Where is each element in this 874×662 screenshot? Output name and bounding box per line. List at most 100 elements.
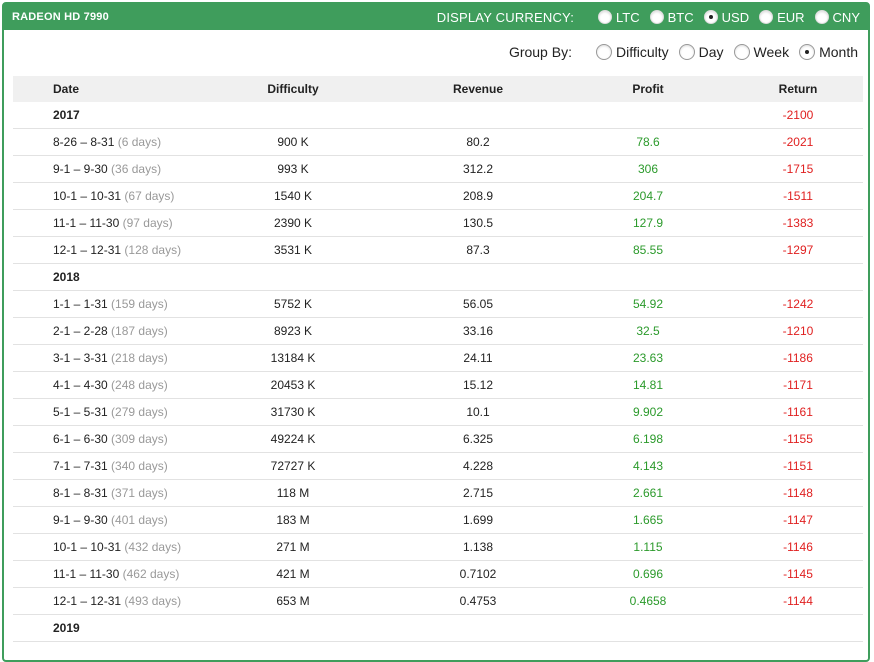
cell-return: -1144 <box>733 587 863 615</box>
radio-icon[interactable] <box>649 10 664 24</box>
table-row: 10-1 – 10-31 (67 days) 1540 K 208.9 204.7 -1… <box>13 182 863 210</box>
cell-revenue: 312.2 <box>393 155 563 183</box>
date-range: 8-26 – 8-31 <box>53 135 115 149</box>
radio-icon[interactable] <box>598 10 613 24</box>
group-by-option-difficulty[interactable]: Difficulty <box>595 44 669 60</box>
cell-profit: 1.115 <box>563 533 733 561</box>
date-range: 7-1 – 7-31 <box>53 459 108 473</box>
cell-revenue: 15.12 <box>393 371 563 399</box>
day-count: (6 days) <box>117 135 162 149</box>
date-range: 10-1 – 10-31 <box>53 189 122 203</box>
cell-profit: 54.92 <box>563 290 733 318</box>
cell-difficulty: 118 M <box>193 479 393 507</box>
date-range: 3-1 – 3-31 <box>53 351 108 365</box>
group-by-option-month[interactable]: Month <box>799 44 858 60</box>
panel-title: RADEON HD 7990 <box>12 11 109 23</box>
year-group-row: 2018 <box>13 263 863 291</box>
cell-return: -1145 <box>733 560 863 588</box>
cell-profit: 1.665 <box>563 506 733 534</box>
day-count: (279 days) <box>111 405 168 419</box>
radio-checked-icon[interactable] <box>799 44 816 60</box>
currency-option-btc[interactable]: BTC <box>649 9 694 25</box>
cell-date: 3-1 – 3-31 (218 days) <box>13 344 193 372</box>
currency-option-ltc[interactable]: LTC <box>598 10 640 25</box>
cell-profit: 9.902 <box>563 398 733 426</box>
cell-return: -2100 <box>733 102 863 129</box>
date-range: 6-1 – 6-30 <box>53 432 108 446</box>
cell-profit: 6.198 <box>563 425 733 453</box>
group-by-selector: Group By: Difficulty Day Week Month <box>4 30 868 74</box>
cell-date: 1-1 – 1-31 (159 days) <box>13 290 193 318</box>
table-header: Date Difficulty Revenue Profit Return <box>13 76 863 102</box>
table-row: 9-1 – 9-30 (401 days) 183 M 1.699 1.665 -114… <box>13 506 863 534</box>
date-range: 8-1 – 8-31 <box>53 486 108 500</box>
currency-option-cny[interactable]: CNY <box>814 9 860 25</box>
year-label: 2019 <box>13 614 193 642</box>
cell-profit: 2.661 <box>563 479 733 507</box>
column-header-revenue[interactable]: Revenue <box>393 76 563 102</box>
year-group-row: 2019 <box>13 614 863 642</box>
cell-profit <box>563 263 733 291</box>
cell-profit: 23.63 <box>563 344 733 372</box>
day-count: (432 days) <box>124 540 182 554</box>
currency-option-label: USD <box>721 9 750 25</box>
table-row: 8-26 – 8-31 (6 days) 900 K 80.2 78.6 -2021 <box>13 128 863 156</box>
currency-option-eur[interactable]: EUR <box>759 10 805 25</box>
date-range: 5-1 – 5-31 <box>53 405 108 419</box>
table-row: 11-1 – 11-30 (97 days) 2390 K 130.5 127.9 -1… <box>13 209 863 237</box>
cell-revenue: 1.138 <box>393 533 563 561</box>
currency-option-label: CNY <box>832 9 860 25</box>
cell-date: 7-1 – 7-31 (340 days) <box>13 452 193 480</box>
cell-return: -1155 <box>733 425 863 453</box>
column-header-date[interactable]: Date <box>13 76 193 102</box>
group-by-option-label: Day <box>698 44 724 60</box>
cell-date: 9-1 – 9-30 (401 days) <box>13 506 193 534</box>
radio-icon[interactable] <box>814 10 829 24</box>
table-header-row: Date Difficulty Revenue Profit Return <box>13 76 863 102</box>
currency-option-label: BTC <box>667 9 694 25</box>
cell-revenue: 80.2 <box>393 128 563 156</box>
group-by-option-label: Week <box>753 44 790 60</box>
cell-difficulty: 3531 K <box>193 236 393 264</box>
column-header-return[interactable]: Return <box>733 76 863 102</box>
cell-profit: 78.6 <box>563 128 733 156</box>
table-row: 12-1 – 12-31 (493 days) 653 M 0.4753 0.4658… <box>13 587 863 615</box>
year-label: 2018 <box>13 263 193 291</box>
group-by-label: Group By: <box>508 44 572 60</box>
currency-selector: DISPLAY CURRENCY: LTC BTC USD EUR CNY <box>437 10 860 25</box>
cell-revenue: 130.5 <box>393 209 563 237</box>
cell-profit: 32.5 <box>563 317 733 345</box>
radio-icon[interactable] <box>733 44 750 60</box>
date-range: 9-1 – 9-30 <box>53 162 108 176</box>
cell-return: -1297 <box>733 236 863 264</box>
cell-revenue: 56.05 <box>393 290 563 318</box>
cell-return: -2021 <box>733 128 863 156</box>
cell-difficulty: 20453 K <box>193 371 393 399</box>
column-header-profit[interactable]: Profit <box>563 76 733 102</box>
table-row: 4-1 – 4-30 (248 days) 20453 K 15.12 14.81 -1… <box>13 371 863 399</box>
currency-option-usd[interactable]: USD <box>703 9 750 25</box>
table-row: 9-1 – 9-30 (36 days) 993 K 312.2 306 -1715 <box>13 155 863 183</box>
radio-icon[interactable] <box>678 44 695 60</box>
cell-revenue: 208.9 <box>393 182 563 210</box>
cell-revenue <box>393 102 563 129</box>
table-row: 12-1 – 12-31 (128 days) 3531 K 87.3 85.55 -1… <box>13 236 863 264</box>
cell-difficulty: 5752 K <box>193 290 393 318</box>
cell-difficulty: 8923 K <box>193 317 393 345</box>
cell-date: 12-1 – 12-31 (128 days) <box>13 236 193 264</box>
radio-icon[interactable] <box>759 10 774 24</box>
radio-icon[interactable] <box>595 44 612 60</box>
cell-difficulty: 1540 K <box>193 182 393 210</box>
cell-revenue: 0.4753 <box>393 587 563 615</box>
cell-return: -1210 <box>733 317 863 345</box>
date-range: 11-1 – 11-30 <box>53 567 120 581</box>
column-header-difficulty[interactable]: Difficulty <box>193 76 393 102</box>
radio-checked-icon[interactable] <box>703 10 718 24</box>
group-by-option-day[interactable]: Day <box>678 44 724 60</box>
group-by-option-week[interactable]: Week <box>733 44 790 60</box>
day-count: (36 days) <box>111 162 162 176</box>
cell-date: 10-1 – 10-31 (67 days) <box>13 182 193 210</box>
cell-return: -1147 <box>733 506 863 534</box>
table-row: 6-1 – 6-30 (309 days) 49224 K 6.325 6.198 -1… <box>13 425 863 453</box>
cell-difficulty: 13184 K <box>193 344 393 372</box>
